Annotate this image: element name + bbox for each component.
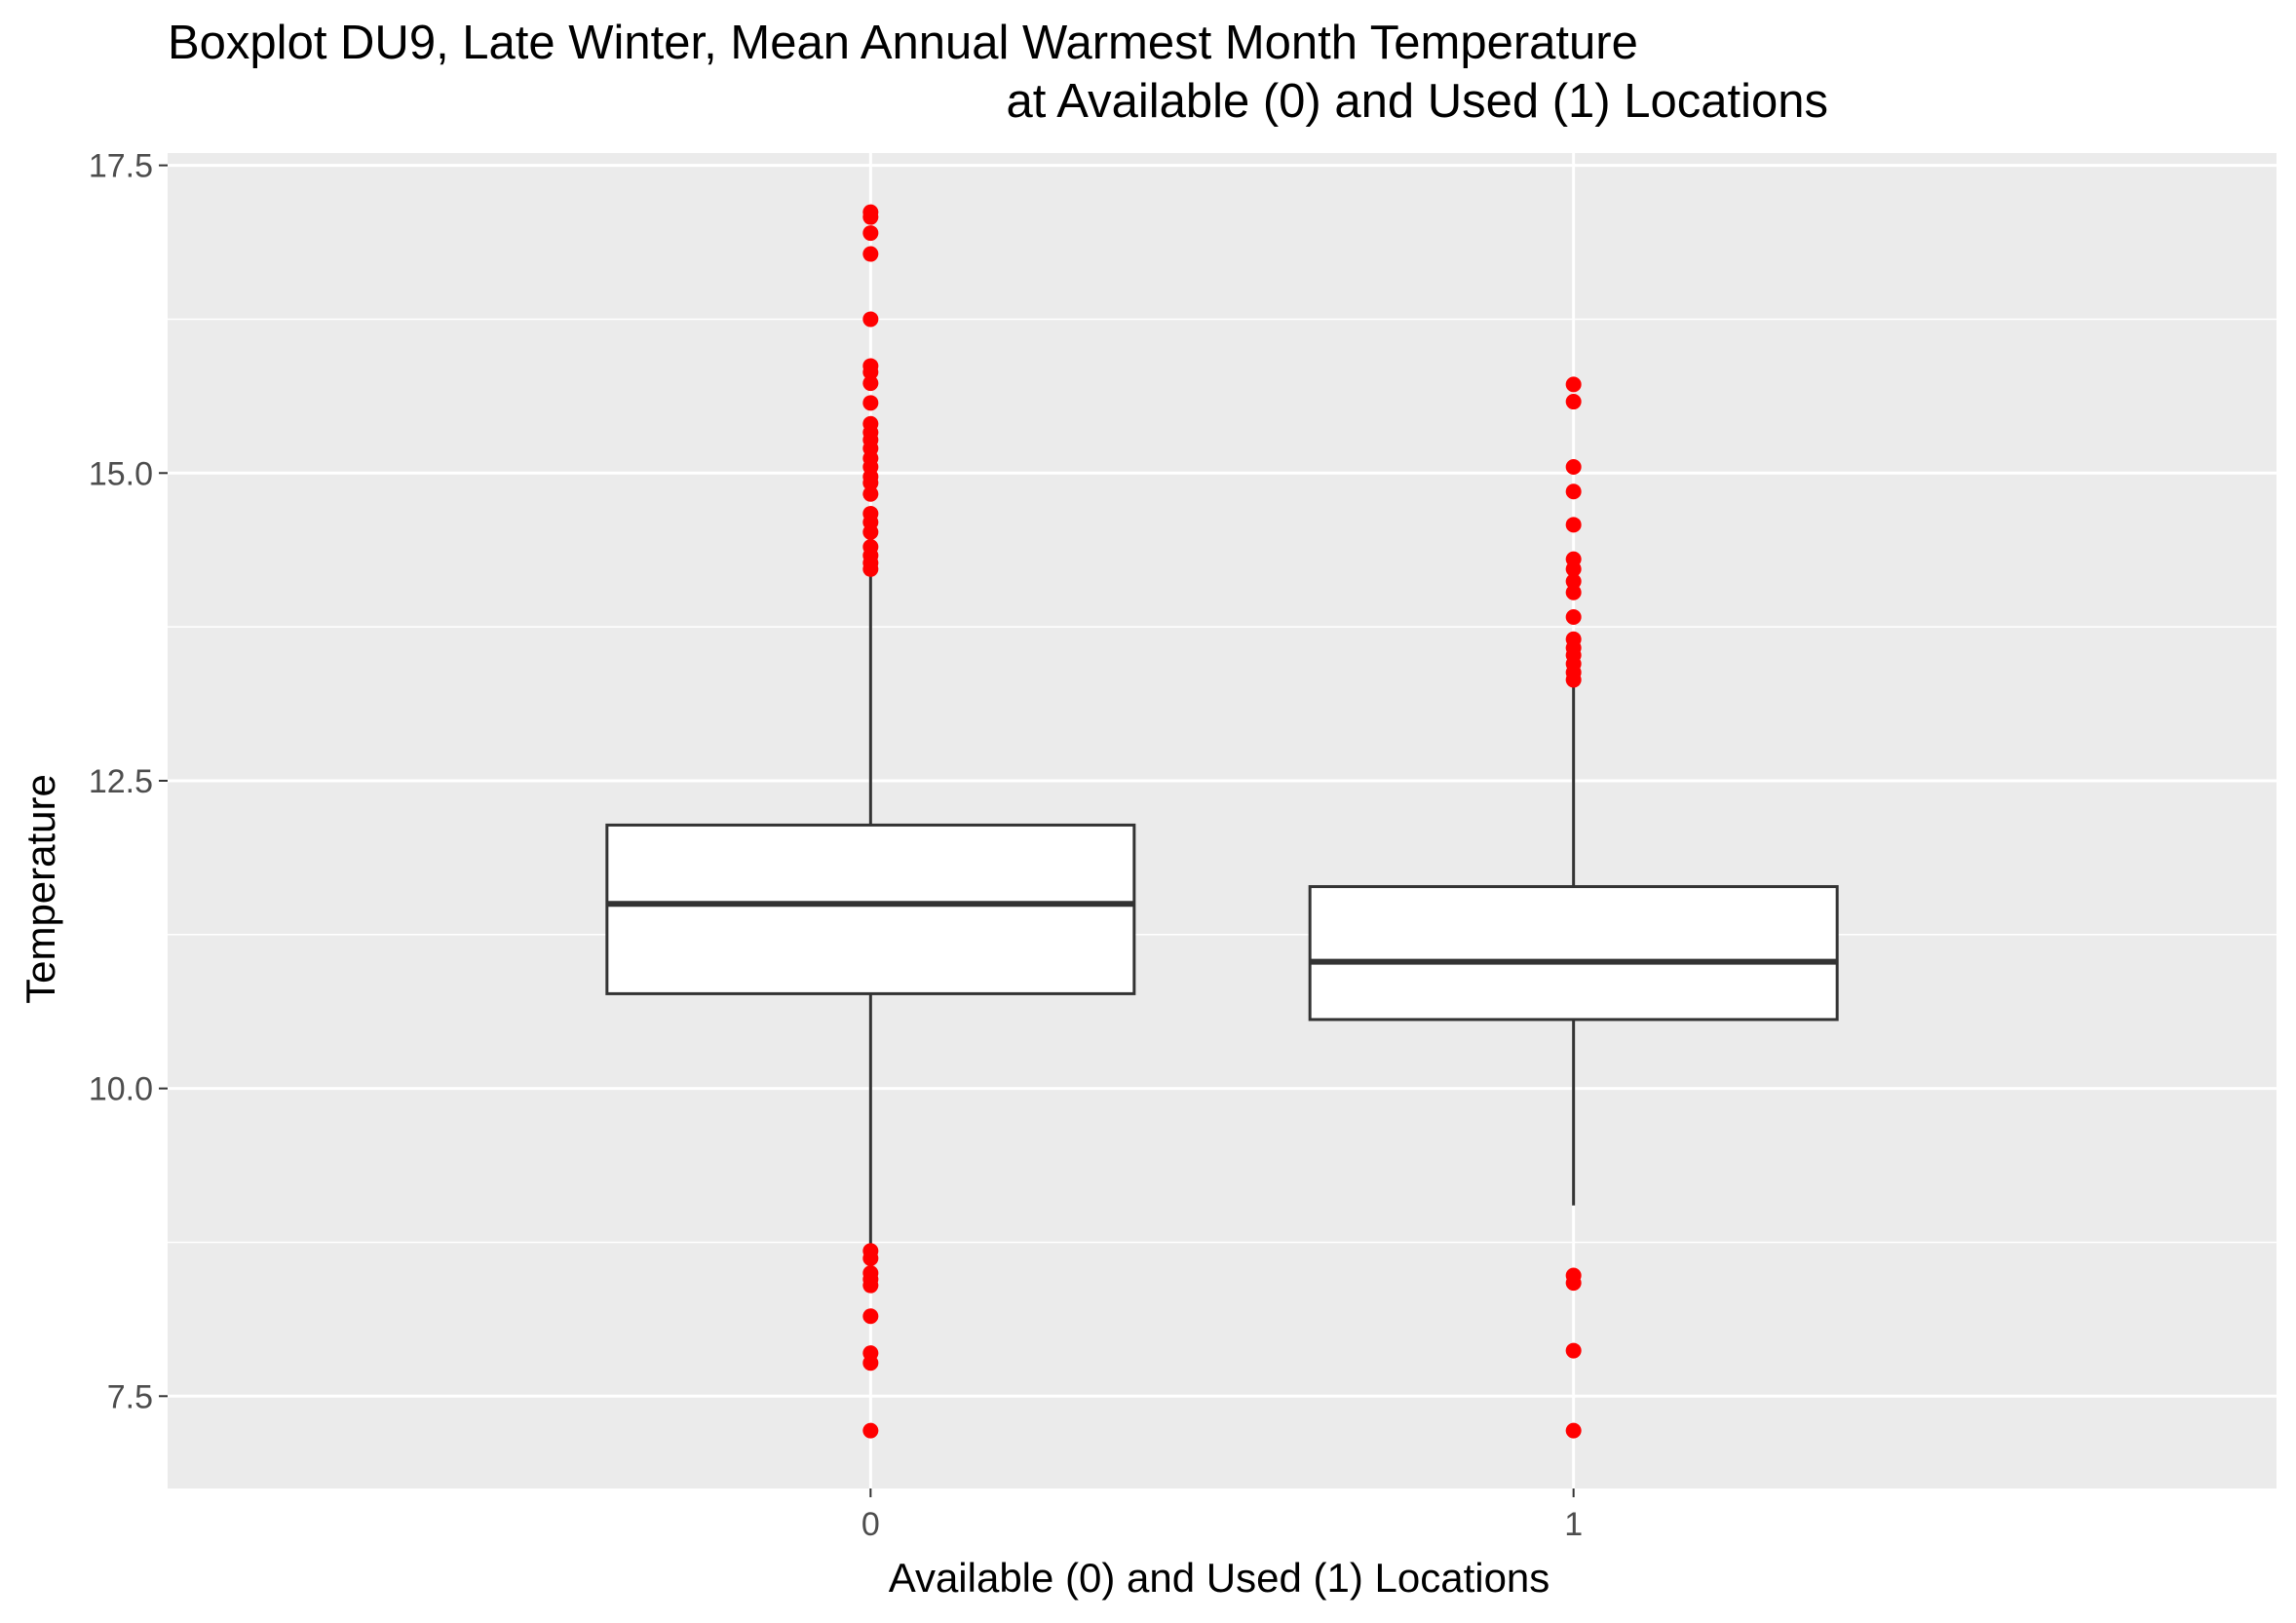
outlier-point [1565, 560, 1582, 577]
y-tick-label: 7.5 [107, 1378, 153, 1415]
outlier-point [862, 485, 879, 502]
outlier-point [862, 225, 879, 242]
outlier-point [862, 560, 879, 577]
outlier-point [1565, 1422, 1582, 1439]
outlier-point [1565, 609, 1582, 626]
outlier-point [862, 1308, 879, 1325]
outlier-point [1565, 584, 1582, 600]
outlier-point [1565, 1275, 1582, 1292]
y-tick-label: 17.5 [89, 148, 153, 185]
x-axis-title: Available (0) and Used (1) Locations [889, 1555, 1550, 1601]
outlier-point [1565, 483, 1582, 500]
box-iqr [605, 823, 1136, 995]
plot-area: 7.5 10.0 12.5 15.0 17.5 0 1 [89, 148, 2277, 1543]
outlier-point [862, 395, 879, 411]
outlier-point [862, 523, 879, 540]
outlier-point [862, 209, 879, 225]
outlier-point [1565, 394, 1582, 410]
y-tick-label: 15.0 [89, 455, 153, 492]
outlier-point [1565, 517, 1582, 533]
outlier-point [862, 246, 879, 262]
x-tick-label: 1 [1564, 1506, 1583, 1543]
outlier-point [862, 311, 879, 328]
y-tick-label: 12.5 [89, 763, 153, 800]
outlier-point [862, 1277, 879, 1294]
y-axis-title: Temperature [18, 774, 63, 1004]
outlier-point [862, 364, 879, 380]
plot-panel [168, 153, 2277, 1488]
y-tick-label: 10.0 [89, 1071, 153, 1108]
outlier-point [1565, 1342, 1582, 1359]
chart-subtitle: at Available (0) and Used (1) Locations [1007, 75, 1828, 128]
x-tick-label: 0 [861, 1506, 880, 1543]
outlier-point [1565, 573, 1582, 590]
outlier-point [862, 1422, 879, 1439]
outlier-point [862, 1355, 879, 1372]
outlier-point [862, 475, 879, 491]
outlier-point [862, 1250, 879, 1266]
chart-title: Boxplot DU9, Late Winter, Mean Annual Wa… [168, 17, 1638, 69]
outlier-point [1565, 376, 1582, 393]
outlier-point [1565, 458, 1582, 475]
outlier-point [1565, 672, 1582, 688]
outlier-point [862, 375, 879, 392]
box-iqr [1308, 885, 1839, 1022]
